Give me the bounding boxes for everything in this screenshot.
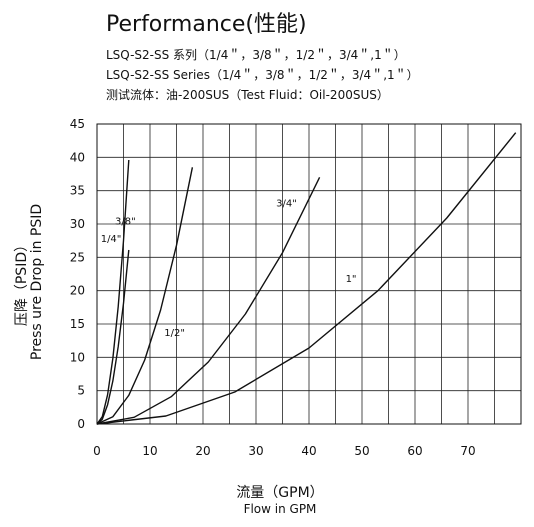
tick-labels: 0 10 20 30 40 50 60 70 0 5 10 15 20 25 30 35 40 45 — [70, 117, 476, 458]
y-tick-label: 0 — [77, 417, 85, 431]
series-label-1-4: 1/4" — [101, 234, 122, 245]
series-line-1-2 — [96, 167, 194, 425]
series-label-1: 1" — [346, 274, 357, 285]
series-line-3-4 — [96, 176, 321, 425]
series-label-3-8: 3/8" — [115, 217, 136, 228]
series-line-1 — [96, 132, 517, 425]
y-axis-label-en: Press ure Drop in PSID — [29, 203, 45, 361]
x-tick-label: 70 — [460, 444, 475, 458]
y-tick-label: 25 — [70, 250, 85, 264]
y-tick-label: 30 — [70, 217, 85, 231]
y-axis-label-cn: 压降（PSID） — [14, 237, 30, 327]
x-tick-label: 20 — [195, 444, 210, 458]
subtitle-test-fluid: 测试流体：油-200SUS（Test Fluid：Oil-200SUS） — [106, 88, 389, 102]
x-tick-label: 60 — [407, 444, 422, 458]
series-labels: 1/4" 3/8" 1/2" 3/4" 1" — [101, 199, 357, 339]
x-axis-label-en: Flow in GPM — [243, 502, 317, 516]
series-label-3-4: 3/4" — [276, 199, 297, 210]
y-tick-label: 40 — [70, 150, 85, 164]
x-tick-label: 30 — [248, 444, 263, 458]
series-curves — [96, 132, 517, 425]
y-tick-label: 45 — [70, 117, 85, 131]
x-axis-label-cn: 流量（GPM） — [236, 485, 324, 501]
y-tick-label: 10 — [70, 350, 85, 364]
x-tick-label: 50 — [354, 444, 369, 458]
x-tick-label: 0 — [93, 444, 101, 458]
series-line-1-4 — [96, 159, 130, 425]
y-axis-label: 压降（PSID） Press ure Drop in PSID — [14, 203, 45, 361]
chart-title: Performance(性能) — [106, 12, 307, 37]
grid-lines — [97, 124, 521, 424]
subtitle-series-en: LSQ-S2-SS Series（1/4＂，3/8＂，1/2＂，3/4＂,1＂） — [106, 68, 419, 82]
subtitle-series-cn: LSQ-S2-SS 系列（1/4＂，3/8＂，1/2＂，3/4＂,1＂） — [106, 48, 406, 62]
y-tick-label: 5 — [77, 384, 85, 398]
y-tick-label: 35 — [70, 184, 85, 198]
series-line-3-8 — [96, 249, 130, 425]
x-tick-label: 10 — [142, 444, 157, 458]
series-label-1-2: 1/2" — [164, 328, 185, 339]
y-tick-label: 20 — [70, 284, 85, 298]
y-tick-label: 15 — [70, 317, 85, 331]
x-tick-label: 40 — [301, 444, 316, 458]
plot-frame — [96, 123, 522, 425]
